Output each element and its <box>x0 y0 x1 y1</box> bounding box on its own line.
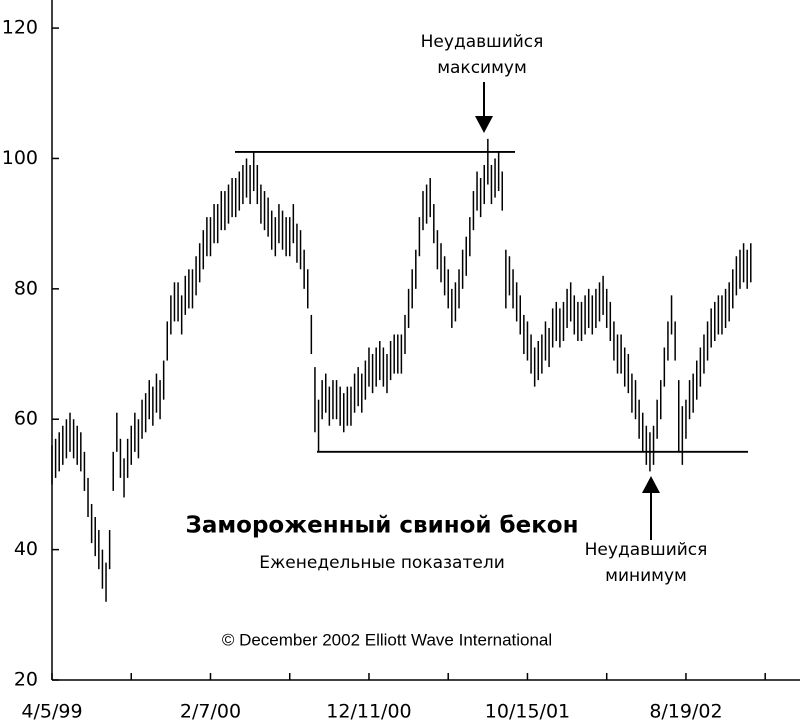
annotation: максимум <box>437 58 527 78</box>
chart-subtitle: Еженедельные показатели <box>259 553 505 573</box>
x-tick-label: 8/19/02 <box>649 701 722 722</box>
copyright: © December 2002 Elliott Wave Internation… <box>222 630 552 649</box>
arrow-head <box>475 116 493 133</box>
y-tick-label: 20 <box>14 669 38 691</box>
y-tick-label: 120 <box>2 17 38 39</box>
x-tick-label: 12/11/00 <box>326 701 411 722</box>
y-tick-label: 100 <box>2 147 38 169</box>
annotation: минимум <box>605 566 687 586</box>
annotation: Неудавшийся <box>421 32 544 52</box>
y-tick-label: 40 <box>14 538 38 560</box>
x-tick-label: 2/7/00 <box>180 701 241 722</box>
x-tick-label: 10/15/01 <box>485 701 570 722</box>
y-tick-label: 80 <box>14 277 38 299</box>
x-tick-label: 4/5/99 <box>21 701 82 722</box>
y-tick-label: 60 <box>14 408 38 430</box>
arrow-head <box>642 476 660 493</box>
chart-title: Замороженный свиной бекон <box>186 513 579 539</box>
annotation: Неудавшийся <box>585 540 708 560</box>
